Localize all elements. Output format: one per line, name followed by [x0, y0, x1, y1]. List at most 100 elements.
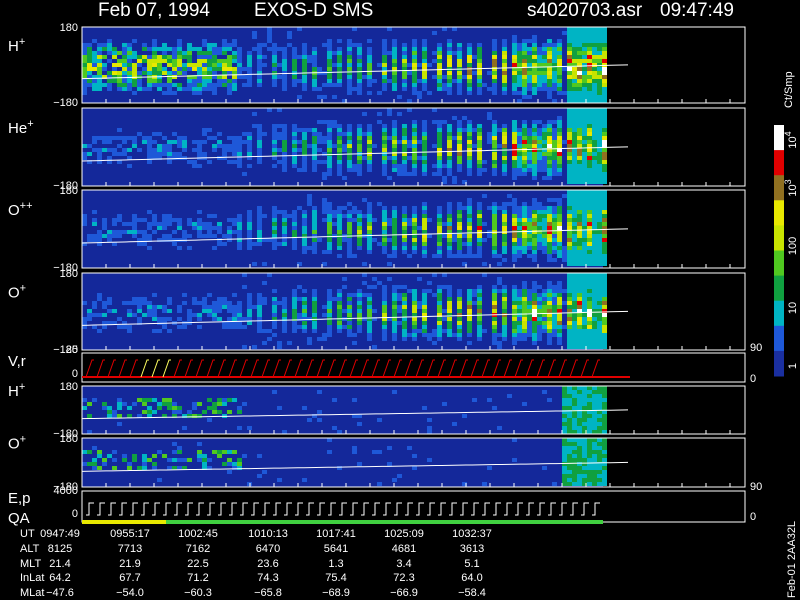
- cell: [407, 144, 412, 148]
- cell: [292, 136, 297, 140]
- cell: [547, 120, 552, 124]
- cell: [567, 337, 572, 341]
- cell: [312, 206, 317, 210]
- cell: [207, 43, 212, 47]
- cell: [572, 63, 577, 67]
- cell: [327, 305, 332, 309]
- cell: [497, 144, 502, 148]
- cell: [467, 63, 472, 67]
- cell: [407, 333, 412, 337]
- cell: [147, 301, 152, 305]
- cell: [597, 337, 602, 341]
- file: s4020703.asr: [527, 0, 643, 21]
- cell: [417, 277, 422, 281]
- cell: [272, 47, 277, 51]
- cell: [512, 210, 517, 214]
- cell: [587, 246, 592, 250]
- cell: [267, 35, 272, 39]
- cell: [257, 329, 262, 333]
- cell: [567, 422, 572, 426]
- cell: [257, 226, 262, 230]
- cell: [527, 301, 532, 305]
- cell: [572, 426, 577, 430]
- cell: [157, 450, 162, 454]
- cell: [162, 67, 167, 71]
- cell: [387, 156, 392, 160]
- cell: [522, 47, 527, 51]
- cell: [492, 55, 497, 59]
- cell: [447, 222, 452, 226]
- cell: [572, 148, 577, 152]
- cell: [602, 430, 607, 434]
- cell: [407, 446, 412, 450]
- cell: [357, 293, 362, 297]
- cell: [312, 297, 317, 301]
- cell: [422, 136, 427, 140]
- cell: [592, 458, 597, 462]
- cell: [147, 406, 152, 410]
- cell: [102, 305, 107, 309]
- cell: [157, 317, 162, 321]
- cell: [562, 414, 567, 418]
- cell: [467, 43, 472, 47]
- cell: [592, 136, 597, 140]
- cell: [492, 333, 497, 337]
- cell: [477, 152, 482, 156]
- cell: [302, 67, 307, 71]
- cell: [467, 160, 472, 164]
- cell: [142, 238, 147, 242]
- cell: [547, 230, 552, 234]
- cell: [422, 226, 427, 230]
- cell: [212, 301, 217, 305]
- cell: [217, 317, 222, 321]
- cell: [382, 222, 387, 226]
- cell: [447, 202, 452, 206]
- cell: [337, 329, 342, 333]
- cell: [257, 222, 262, 226]
- cell: [557, 321, 562, 325]
- cell: [502, 297, 507, 301]
- cell: [312, 246, 317, 250]
- cell: [522, 218, 527, 222]
- cell: [457, 317, 462, 321]
- cell: [502, 226, 507, 230]
- cell: [587, 458, 592, 462]
- cell: [222, 297, 227, 301]
- cell: [392, 317, 397, 321]
- cell: [337, 47, 342, 51]
- cell: [242, 273, 247, 277]
- cell: [357, 75, 362, 79]
- cell: [162, 51, 167, 55]
- cell: [262, 132, 267, 136]
- cell: [602, 305, 607, 309]
- axis-top: 180: [60, 185, 78, 197]
- cell: [232, 462, 237, 466]
- cell: [572, 234, 577, 238]
- cell: [467, 309, 472, 313]
- cell: [497, 128, 502, 132]
- cell: [192, 75, 197, 79]
- cell: [252, 31, 257, 35]
- cell: [582, 394, 587, 398]
- cell: [552, 128, 557, 132]
- cell: [487, 398, 492, 402]
- cell: [257, 309, 262, 313]
- cell: [327, 144, 332, 148]
- cell: [142, 462, 147, 466]
- cell: [567, 31, 572, 35]
- cell: [197, 230, 202, 234]
- cell: [502, 156, 507, 160]
- vr-saw: [140, 359, 149, 378]
- cell: [352, 210, 357, 214]
- cell: [542, 176, 547, 180]
- cell: [447, 297, 452, 301]
- cell: [577, 206, 582, 210]
- cell: [377, 120, 382, 124]
- cell: [207, 305, 212, 309]
- cell: [312, 289, 317, 293]
- cell: [562, 250, 567, 254]
- cell: [402, 51, 407, 55]
- cell: [292, 67, 297, 71]
- cell: [597, 422, 602, 426]
- cell: [562, 31, 567, 35]
